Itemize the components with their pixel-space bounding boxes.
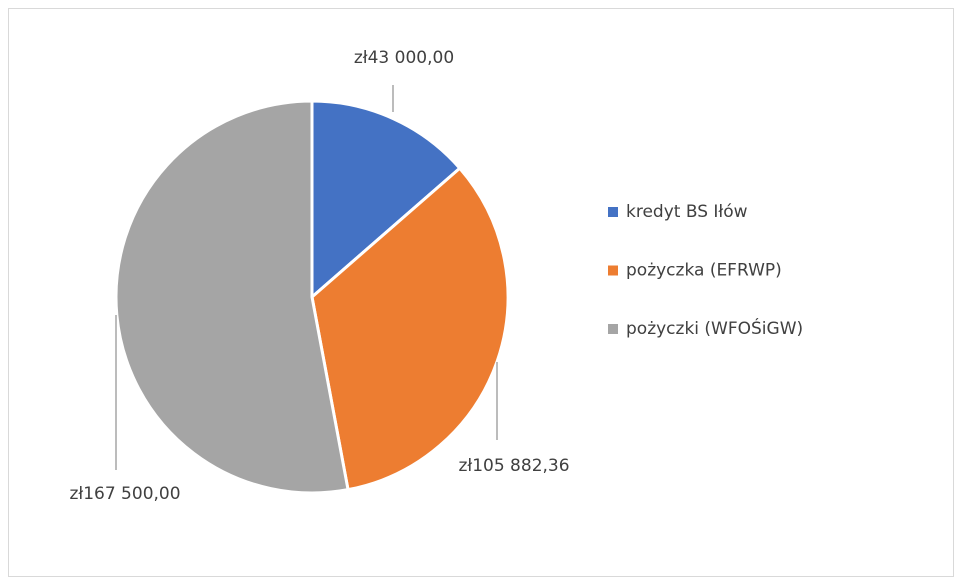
legend-swatch [608, 324, 618, 334]
legend-label: kredyt BS Iłów [626, 202, 748, 222]
legend-label: pożyczka (EFRWP) [626, 261, 782, 281]
legend-swatch [608, 207, 618, 217]
pie-slice [310, 99, 462, 301]
data-label: zł43 000,00 [354, 48, 454, 68]
pie-slice [114, 99, 350, 495]
data-label: zł105 882,36 [458, 456, 569, 476]
legend-label: pożyczki (WFOŚiGW) [626, 317, 803, 339]
data-label: zł167 500,00 [69, 484, 180, 504]
legend-swatch [608, 265, 618, 276]
pie-slice [310, 166, 510, 492]
